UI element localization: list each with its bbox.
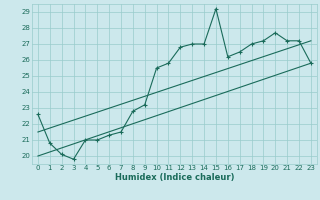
X-axis label: Humidex (Indice chaleur): Humidex (Indice chaleur) <box>115 173 234 182</box>
